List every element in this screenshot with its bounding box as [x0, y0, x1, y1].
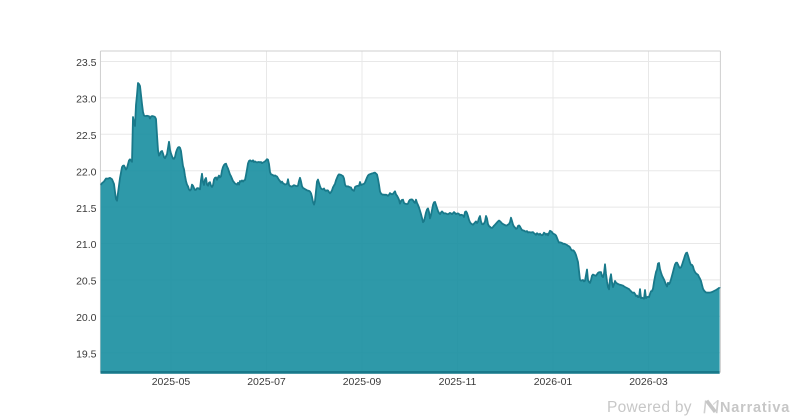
- svg-text:19.5: 19.5: [76, 348, 97, 360]
- svg-text:22.0: 22.0: [76, 166, 97, 178]
- svg-text:21.5: 21.5: [76, 203, 97, 215]
- svg-text:Powered by: Powered by: [607, 399, 692, 416]
- svg-text:2025-11: 2025-11: [439, 376, 477, 388]
- svg-text:23.5: 23.5: [76, 57, 97, 69]
- svg-text:20.0: 20.0: [76, 312, 97, 324]
- svg-text:2026-03: 2026-03: [629, 376, 668, 388]
- svg-text:2025-07: 2025-07: [247, 376, 286, 388]
- svg-text:23.0: 23.0: [76, 94, 97, 106]
- svg-text:20.5: 20.5: [76, 276, 97, 288]
- svg-text:21.0: 21.0: [76, 239, 97, 251]
- svg-text:2026-01: 2026-01: [534, 376, 573, 388]
- svg-text:22.5: 22.5: [76, 130, 97, 142]
- svg-text:Narrativa: Narrativa: [720, 400, 790, 416]
- svg-text:2025-09: 2025-09: [343, 376, 382, 388]
- svg-text:2025-05: 2025-05: [152, 376, 191, 388]
